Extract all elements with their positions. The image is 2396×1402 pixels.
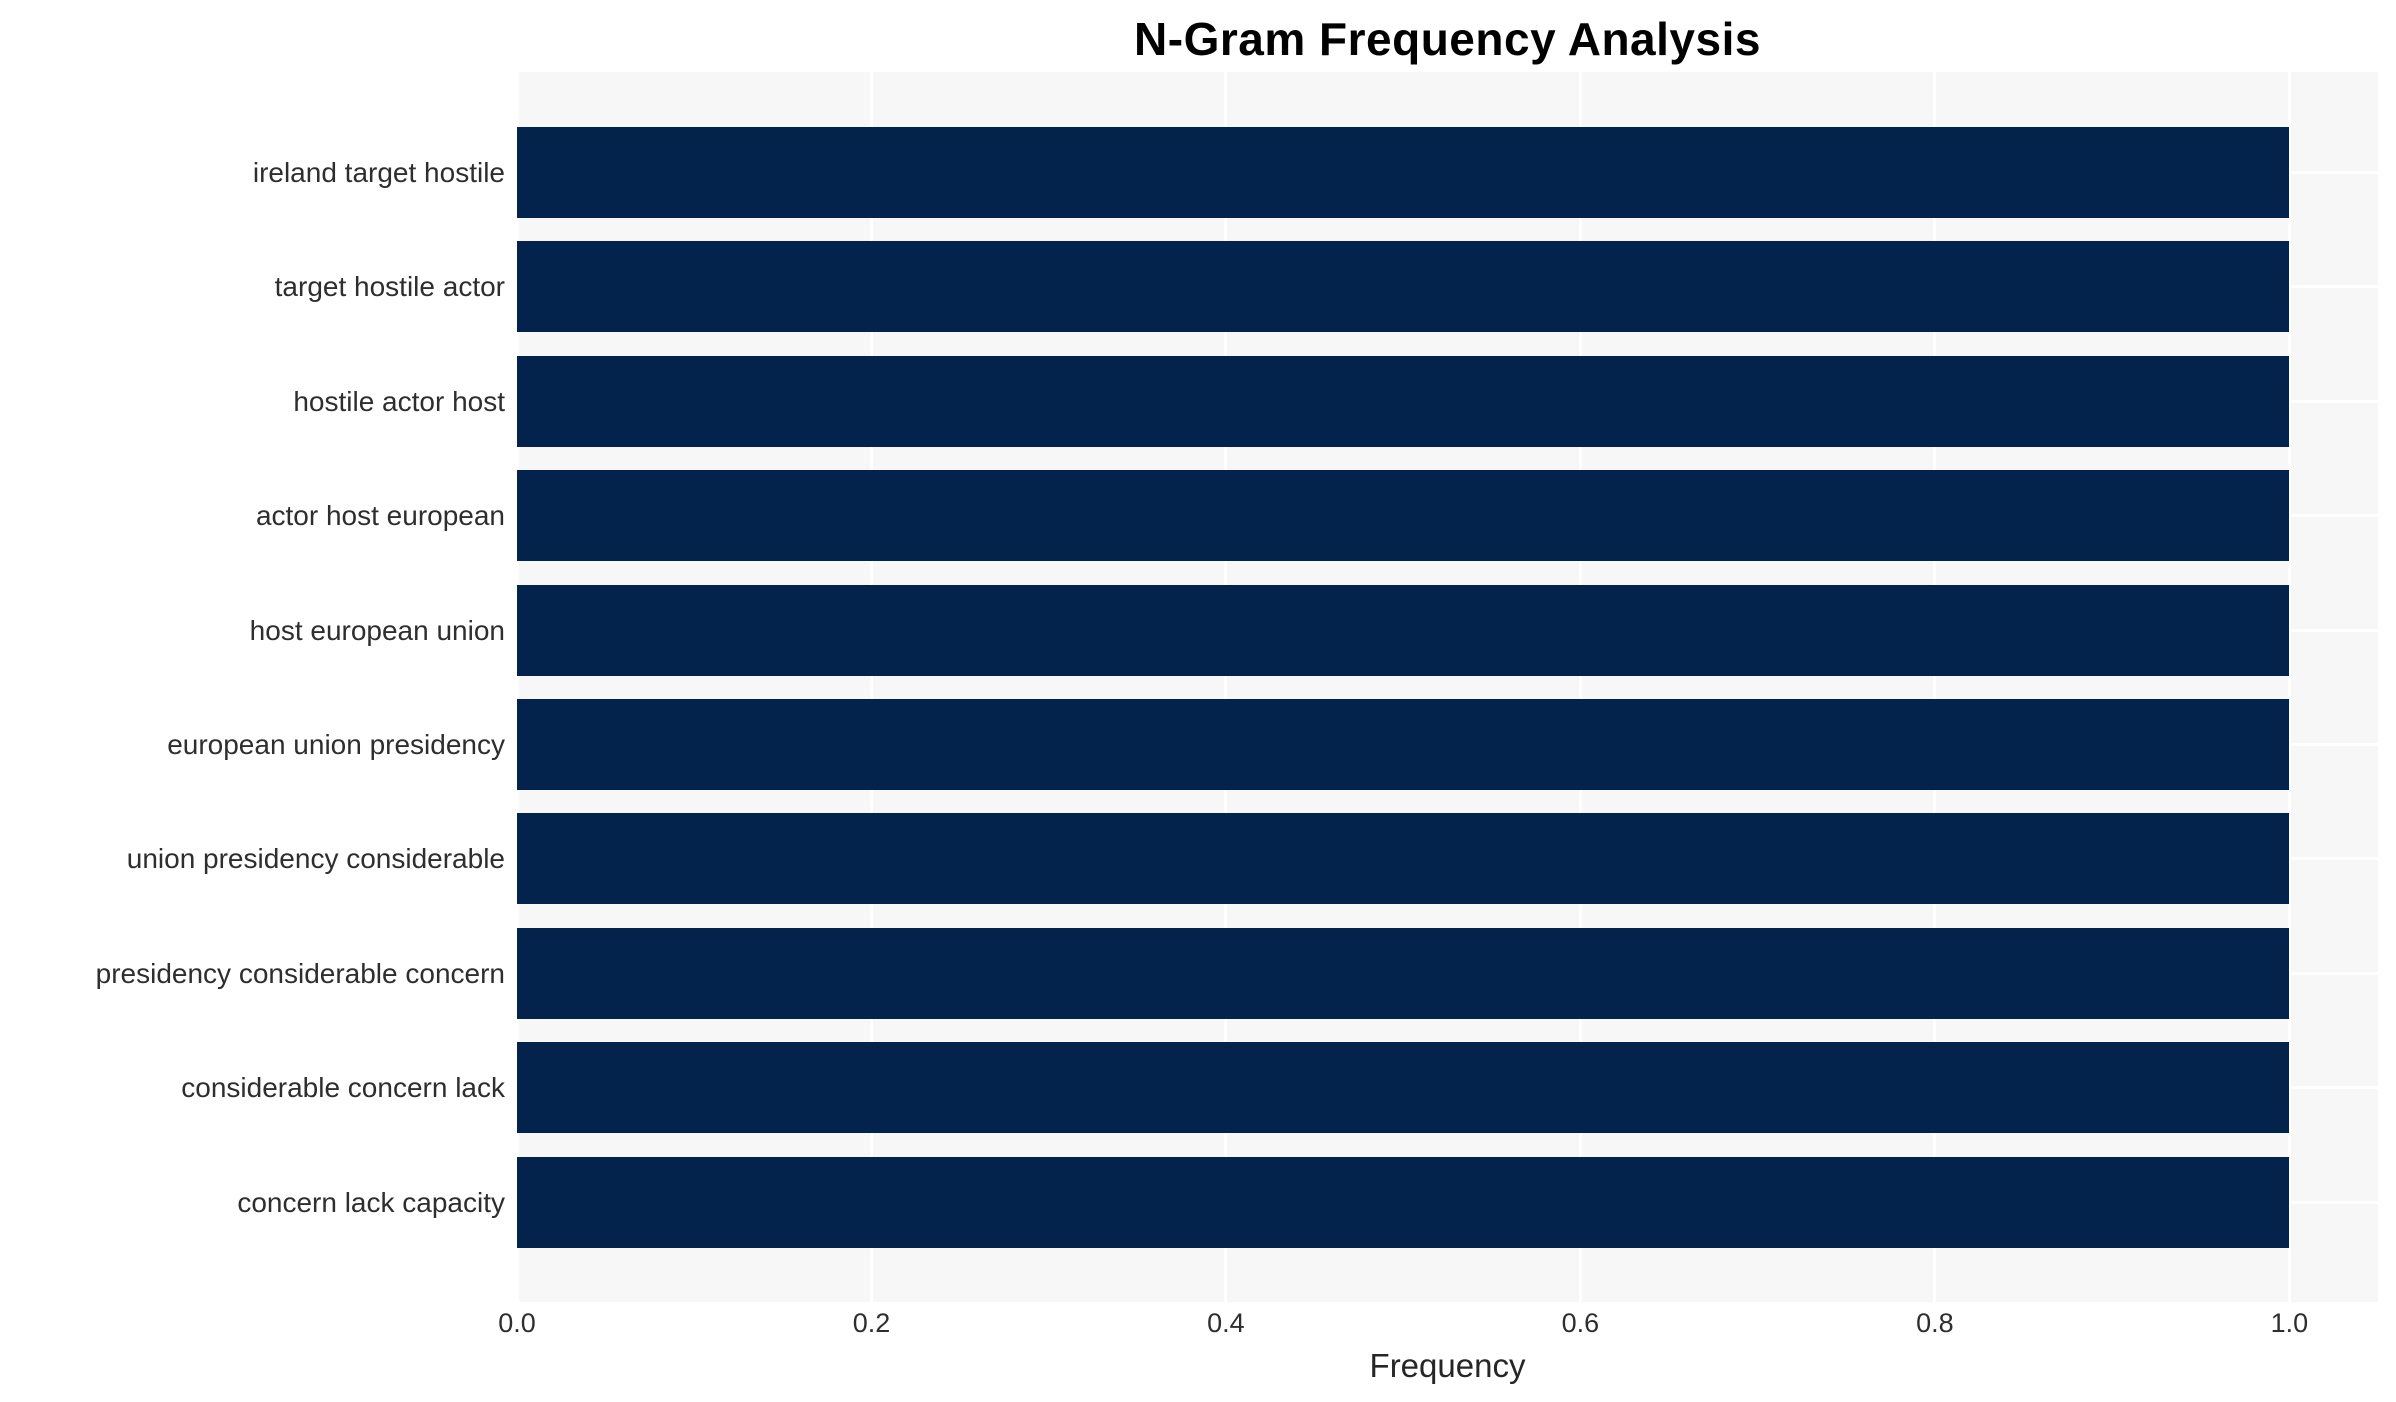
bar-host-european-union bbox=[517, 584, 2290, 676]
x-tick-label: 1.0 bbox=[2270, 1308, 2309, 1338]
y-tick-label: concern lack capacity bbox=[237, 1186, 505, 1218]
x-gridline bbox=[1933, 72, 1937, 1302]
bar-presidency-considerable-concern bbox=[517, 927, 2290, 1019]
x-gridline bbox=[517, 72, 519, 1302]
y-tick-label: host european union bbox=[249, 614, 505, 646]
bar-hostile-actor-host bbox=[517, 355, 2290, 447]
y-tick-label: european union presidency bbox=[167, 729, 505, 760]
bar-union-presidency-considerable bbox=[517, 813, 2290, 905]
x-tick-label: 0.2 bbox=[852, 1308, 891, 1338]
y-tick-label: ireland target hostile bbox=[252, 157, 505, 188]
x-tick-label: 0.8 bbox=[1916, 1308, 1954, 1338]
x-axis-title: Frequency bbox=[1369, 1347, 1526, 1384]
bar-considerable-concern-lack bbox=[517, 1042, 2290, 1134]
y-tick-label: union presidency considerable bbox=[126, 843, 505, 875]
y-tick-label: target hostile actor bbox=[274, 271, 505, 303]
y-tick-label: considerable concern lack bbox=[181, 1072, 505, 1104]
x-tick-label: 0.6 bbox=[1561, 1308, 1600, 1338]
y-tick-label: presidency considerable concern bbox=[95, 957, 505, 989]
x-gridline bbox=[1224, 72, 1228, 1302]
bar-actor-host-european bbox=[517, 470, 2290, 562]
bar-concern-lack-capacity bbox=[517, 1156, 2290, 1248]
plot-area bbox=[517, 72, 2378, 1302]
bar-ireland-target-hostile bbox=[517, 127, 2290, 218]
x-gridline bbox=[1578, 72, 1582, 1302]
x-tick-label: 0.4 bbox=[1207, 1308, 1245, 1338]
y-tick-label: hostile actor host bbox=[293, 385, 505, 417]
bar-target-hostile-actor bbox=[517, 241, 2290, 333]
bar-european-union-presidency bbox=[517, 699, 2290, 790]
y-tick-label: actor host european bbox=[255, 500, 505, 532]
x-tick-label: 0.0 bbox=[498, 1308, 536, 1338]
x-gridline bbox=[2287, 72, 2291, 1302]
chart-title: N-Gram Frequency Analysis bbox=[1134, 13, 1761, 65]
x-gridline bbox=[869, 72, 873, 1302]
